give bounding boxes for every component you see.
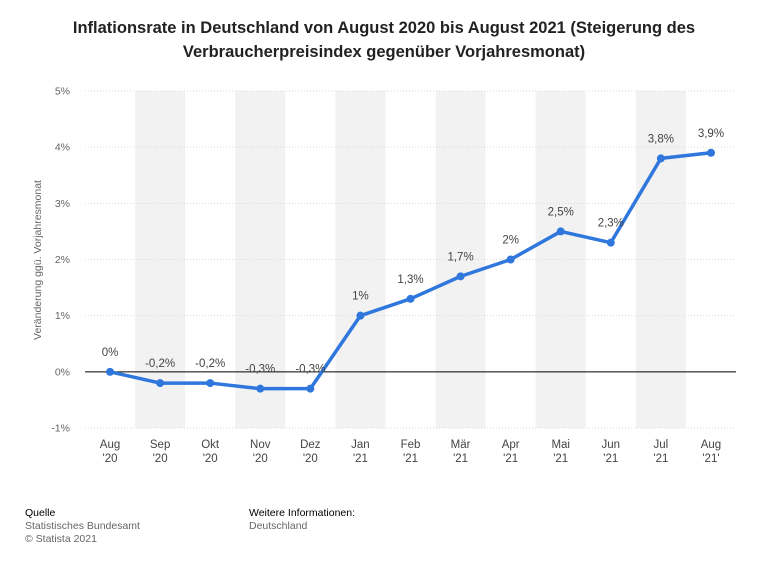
data-point [356, 311, 365, 320]
x-tick-year: '20 [103, 453, 118, 465]
x-tick-label: Aug [701, 439, 721, 451]
x-tick-label: Mär [451, 439, 471, 451]
y-tick-label: 0% [55, 366, 70, 378]
data-label: 3,8% [648, 133, 674, 145]
x-tick-label: Aug [100, 439, 120, 451]
x-tick-label: Jun [602, 439, 621, 451]
y-tick-label: 3% [55, 198, 70, 210]
data-point [406, 294, 415, 303]
data-label: 1,3% [397, 274, 423, 286]
x-tick-year: '21 [453, 453, 468, 465]
data-point [306, 384, 315, 393]
data-point [456, 272, 465, 281]
x-tick-label: Jan [351, 439, 370, 451]
data-label: -0,3% [245, 364, 275, 376]
data-label: 1% [352, 291, 369, 303]
x-tick-year: '21 [653, 453, 668, 465]
y-tick-label: -1% [51, 423, 70, 435]
chart-title: Inflationsrate in Deutschland von August… [72, 19, 696, 61]
data-label: 0% [102, 347, 119, 359]
y-tick-label: 5% [55, 86, 70, 98]
data-point [656, 154, 665, 163]
y-tick-label: 1% [55, 310, 70, 322]
data-point [506, 255, 515, 264]
data-label: -0,2% [195, 358, 225, 370]
x-tick-label: Apr [502, 439, 520, 451]
y-tick-label: 2% [55, 254, 70, 266]
data-label: -0,3% [295, 364, 325, 376]
line-chart: -1% 0% 1% 2% 3% 4% 5% Aug '20 Sep '20 Okt '20 Nov '20… [51, 86, 736, 465]
info-heading: Weitere Informationen: [249, 507, 356, 519]
source-name[interactable]: Statistisches Bundesamt [25, 520, 140, 532]
series-line [108, 151, 713, 391]
x-tick-year: '21 [353, 453, 368, 465]
x-tick-year: '21 [603, 453, 618, 465]
x-tick-year: '21 [553, 453, 568, 465]
data-label: 2,3% [598, 218, 624, 230]
data-series [106, 148, 715, 393]
data-label: 2,5% [548, 206, 574, 218]
y-axis-label: Veränderung ggü. Vorjahresmonat [32, 180, 44, 340]
x-tick-year: '21 [503, 453, 518, 465]
x-tick-label: Dez [300, 439, 321, 451]
data-labels: 0% -0,2% -0,2% -0,3% -0,3% 1% 1,3% 1,7% 2% 2,5% 2,… [102, 128, 724, 376]
copyright: © Statista 2021 [25, 533, 97, 545]
y-tick-label: 4% [55, 142, 70, 154]
x-tick-year: '20 [253, 453, 268, 465]
data-point [206, 379, 215, 388]
x-tick-label: Jul [654, 439, 669, 451]
x-tick-label: Okt [201, 439, 220, 451]
data-point [556, 227, 565, 236]
x-tick-label: Feb [401, 439, 421, 451]
x-tick-label: Sep [150, 439, 170, 451]
x-tick-year: '20 [153, 453, 168, 465]
data-point [106, 367, 115, 376]
data-point [156, 379, 165, 388]
x-tick-year: '20 [303, 453, 318, 465]
data-label: 3,9% [698, 128, 724, 140]
x-tick-year: '21 [403, 453, 418, 465]
x-tick-year: '21' [702, 453, 719, 465]
background-band [335, 91, 386, 428]
y-axis-ticks: -1% 0% 1% 2% 3% 4% 5% [51, 86, 70, 435]
info-region: Deutschland [249, 520, 308, 532]
info-block: Weitere Informationen: Deutschland [249, 507, 355, 533]
source-block: Quelle Statistisches Bundesamt © Statist… [25, 507, 140, 546]
data-label: -0,2% [145, 358, 175, 370]
data-point [706, 148, 715, 157]
data-point [606, 238, 615, 247]
x-tick-year: '20 [203, 453, 218, 465]
x-axis-ticks: Aug '20 Sep '20 Okt '20 Nov '20 Dez '20 Jan '21 Feb '… [100, 439, 721, 465]
background-band [535, 91, 586, 428]
source-heading: Quelle [25, 507, 56, 519]
data-label: 1,7% [447, 251, 473, 263]
x-tick-label: Nov [250, 439, 271, 451]
data-label: 2% [502, 235, 519, 247]
grid-lines [85, 90, 736, 429]
x-tick-label: Mai [551, 439, 570, 451]
data-point [256, 384, 265, 393]
